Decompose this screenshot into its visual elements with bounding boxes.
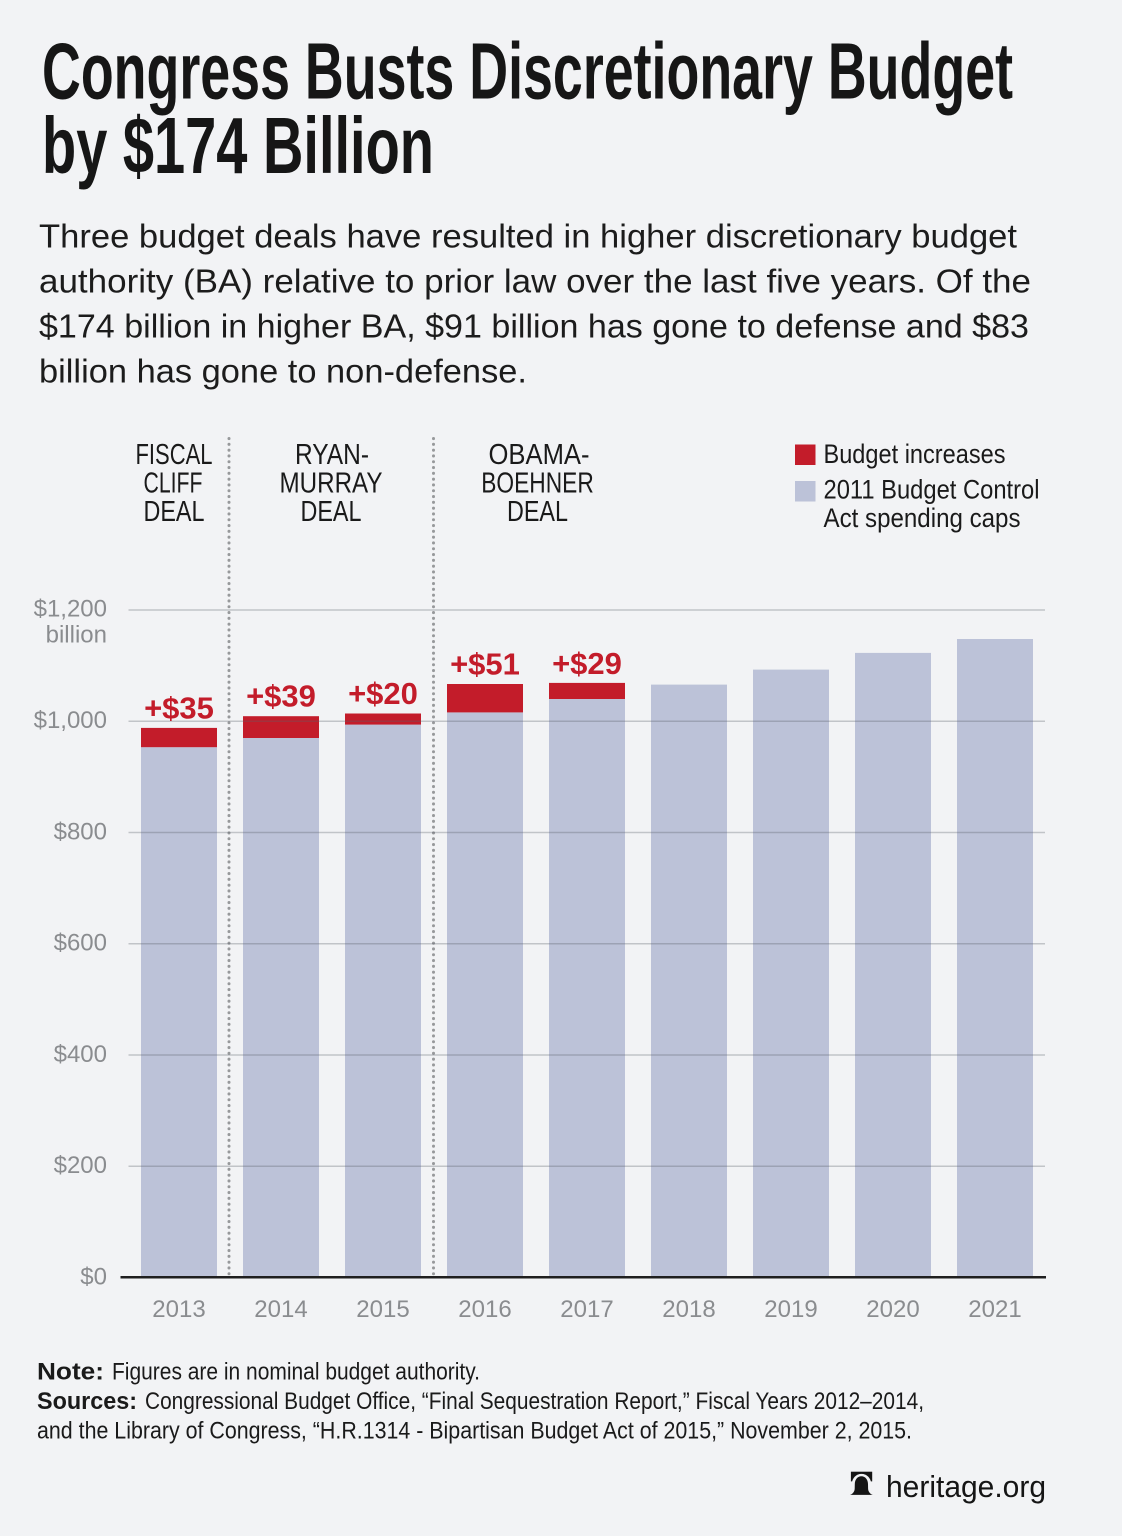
svg-text:Act spending caps: Act spending caps bbox=[824, 503, 1021, 533]
svg-text:Budget increases: Budget increases bbox=[824, 439, 1006, 469]
svg-text:DEAL: DEAL bbox=[507, 496, 568, 528]
svg-text:MURRAY: MURRAY bbox=[280, 468, 383, 500]
svg-text:$1,200: $1,200 bbox=[34, 596, 107, 623]
svg-text:and the Library of Congress, “: and the Library of Congress, “H.R.1314 -… bbox=[37, 1418, 912, 1445]
svg-text:Congress Busts Discretionary B: Congress Busts Discretionary Budget bbox=[42, 27, 1013, 116]
svg-text:$200: $200 bbox=[54, 1152, 107, 1179]
svg-text:DEAL: DEAL bbox=[144, 496, 205, 528]
svg-text:2016: 2016 bbox=[458, 1296, 511, 1323]
svg-text:2018: 2018 bbox=[662, 1296, 715, 1323]
svg-text:billion: billion bbox=[46, 622, 107, 649]
svg-text:+$20: +$20 bbox=[348, 676, 418, 711]
svg-text:+$35: +$35 bbox=[144, 690, 214, 725]
svg-text:Note:: Note: bbox=[37, 1359, 104, 1386]
svg-text:heritage.org: heritage.org bbox=[886, 1469, 1046, 1504]
svg-text:$600: $600 bbox=[54, 930, 107, 957]
svg-text:2014: 2014 bbox=[254, 1296, 307, 1323]
svg-text:2019: 2019 bbox=[764, 1296, 817, 1323]
svg-text:2021: 2021 bbox=[968, 1296, 1021, 1323]
svg-text:+$29: +$29 bbox=[552, 646, 622, 681]
svg-text:2015: 2015 bbox=[356, 1296, 409, 1323]
svg-text:billion has gone to non-defens: billion has gone to non-defense. bbox=[39, 354, 527, 391]
svg-text:$1,000: $1,000 bbox=[34, 707, 107, 734]
svg-text:2013: 2013 bbox=[152, 1296, 205, 1323]
svg-text:$800: $800 bbox=[54, 819, 107, 846]
svg-text:2020: 2020 bbox=[866, 1296, 919, 1323]
svg-text:+$39: +$39 bbox=[246, 679, 316, 714]
svg-text:Sources:: Sources: bbox=[37, 1388, 137, 1415]
svg-text:$400: $400 bbox=[54, 1041, 107, 1068]
svg-text:BOEHNER: BOEHNER bbox=[481, 468, 594, 500]
svg-text:2017: 2017 bbox=[560, 1296, 613, 1323]
svg-text:authority (BA) relative to pri: authority (BA) relative to prior law ove… bbox=[39, 264, 1031, 301]
svg-text:+$51: +$51 bbox=[450, 647, 520, 682]
svg-text:FISCAL: FISCAL bbox=[136, 439, 213, 471]
svg-text:$174 billion in higher BA, $91: $174 billion in higher BA, $91 billion h… bbox=[39, 309, 1029, 346]
svg-text:2011 Budget Control: 2011 Budget Control bbox=[824, 475, 1040, 505]
svg-text:OBAMA-: OBAMA- bbox=[489, 439, 590, 471]
svg-text:Figures are in nominal budget: Figures are in nominal budget authority. bbox=[112, 1359, 480, 1386]
svg-text:CLIFF: CLIFF bbox=[144, 468, 203, 500]
svg-text:by $174 Billion: by $174 Billion bbox=[42, 101, 434, 190]
svg-text:DEAL: DEAL bbox=[301, 496, 362, 528]
svg-text:Three budget deals have result: Three budget deals have resulted in high… bbox=[39, 219, 1018, 256]
svg-text:RYAN-: RYAN- bbox=[295, 439, 369, 471]
svg-text:$0: $0 bbox=[80, 1264, 107, 1291]
svg-text:Congressional Budget Office, “: Congressional Budget Office, “Final Sequ… bbox=[145, 1388, 924, 1415]
